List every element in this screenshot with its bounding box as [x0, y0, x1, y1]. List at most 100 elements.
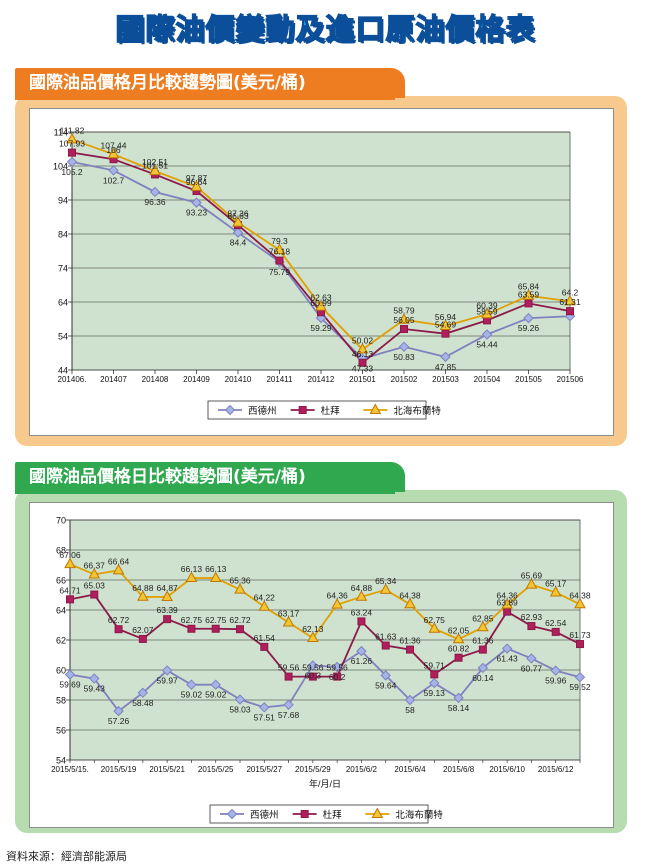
daily-point-dubai	[114, 625, 123, 634]
daily-data-label: 66.64	[108, 556, 130, 566]
daily-point-dubai	[163, 615, 172, 624]
daily-x-tick-label: 2015/6/2	[346, 765, 378, 774]
daily-y-tick-label: 70	[56, 516, 66, 526]
monthly-point-dubai	[275, 256, 284, 265]
monthly-data-label: 58.59	[476, 306, 498, 316]
daily-y-tick-label: 64	[56, 606, 66, 616]
daily-point-brent	[161, 590, 173, 601]
monthly-point-wti	[523, 312, 534, 324]
monthly-data-label: 47.85	[435, 362, 457, 372]
monthly-point-brent	[315, 300, 327, 311]
daily-point-wti	[307, 660, 319, 671]
daily-point-wti	[137, 687, 149, 699]
daily-legend-marker-brent	[371, 807, 384, 818]
daily-data-label: 59.96	[545, 676, 567, 686]
monthly-data-label: 56.05	[393, 315, 415, 325]
monthly-data-label: 105.2	[61, 167, 83, 177]
daily-data-label: 59.64	[375, 680, 397, 690]
daily-y-tick-label: 66	[56, 576, 66, 586]
monthly-tab-underline	[15, 96, 395, 100]
monthly-data-label: 61.31	[559, 297, 581, 307]
daily-data-label: 62.75	[424, 615, 446, 625]
daily-legend-label-wti: 西德州	[250, 809, 279, 821]
monthly-point-wti	[232, 227, 244, 238]
daily-data-label: 64.87	[157, 583, 179, 593]
daily-data-label: 59.56	[278, 663, 300, 673]
daily-point-dubai	[308, 672, 317, 681]
monthly-data-label: 60.39	[476, 300, 498, 310]
monthly-point-wti	[440, 351, 451, 363]
daily-data-label: 59.69	[59, 680, 81, 690]
monthly-chart-tab-title: 國際油品價格月比較趨勢圖(美元/桶)	[15, 68, 405, 98]
daily-point-wti	[186, 679, 197, 690]
daily-data-label: 57.26	[108, 716, 130, 726]
daily-data-label: 62.75	[205, 615, 227, 625]
monthly-legend-marker-dubai	[298, 406, 307, 414]
monthly-x-tick-label: 201504	[474, 375, 501, 384]
monthly-legend-label-wti: 西德州	[248, 405, 277, 417]
monthly-point-wti	[481, 329, 493, 340]
daily-data-label: 64.71	[59, 585, 81, 595]
daily-point-brent	[88, 567, 101, 579]
monthly-data-label: 60.99	[310, 298, 332, 308]
monthly-x-tick-label: 201503	[432, 375, 459, 384]
daily-data-label: 63.24	[351, 607, 373, 617]
monthly-point-dubai	[68, 148, 76, 157]
daily-data-label: 59.52	[569, 682, 591, 692]
daily-point-wti	[526, 653, 537, 664]
daily-data-label: 63.17	[278, 608, 300, 618]
monthly-data-label: 56.94	[435, 312, 457, 322]
monthly-point-brent	[522, 289, 535, 300]
monthly-x-tick-label: 201412	[308, 375, 335, 384]
monthly-point-brent	[107, 147, 120, 159]
daily-data-label: 65.69	[521, 571, 543, 581]
daily-x-tick-label: 2015/5/25	[198, 765, 234, 774]
daily-data-label: 61.63	[375, 632, 397, 642]
daily-tab-underline	[15, 490, 395, 494]
monthly-point-wti	[108, 165, 119, 176]
daily-x-tick-label: 2015/5/21	[149, 765, 185, 774]
daily-point-wti	[64, 669, 76, 680]
monthly-data-label: 93.23	[186, 208, 208, 218]
daily-point-wti	[574, 671, 586, 683]
monthly-legend	[207, 400, 427, 420]
daily-y-tick-label: 54	[56, 756, 66, 766]
daily-x-tick-label: 2015/5/19	[101, 765, 137, 774]
daily-data-label: 60.14	[472, 673, 494, 683]
daily-point-dubai	[478, 645, 487, 654]
monthly-data-label: 111.82	[60, 125, 85, 135]
daily-x-tick-label: 2015/5/29	[295, 765, 331, 774]
daily-point-wti	[477, 662, 489, 674]
daily-point-dubai	[187, 624, 196, 633]
daily-point-dubai	[381, 641, 390, 650]
daily-point-brent	[404, 597, 416, 609]
daily-point-dubai	[454, 653, 463, 662]
daily-point-brent	[258, 600, 271, 611]
monthly-point-brent	[190, 180, 203, 191]
daily-chart-tab-title: 國際油品價格日比較趨勢圖(美元/桶)	[15, 462, 405, 492]
daily-data-label: 59.13	[424, 688, 446, 698]
daily-point-wti	[259, 702, 270, 713]
monthly-data-label: 107.44	[101, 140, 127, 150]
monthly-data-label: 101.51	[142, 160, 168, 170]
monthly-data-label: 50.02	[352, 336, 374, 346]
daily-y-tick-label: 62	[56, 636, 66, 646]
daily-legend-marker-wti	[226, 808, 238, 820]
daily-data-label: 59.71	[424, 660, 446, 670]
monthly-point-brent	[232, 216, 244, 227]
daily-point-wti	[356, 645, 367, 657]
monthly-x-tick-label: 201408	[142, 375, 169, 384]
daily-series-line-dubai	[69, 593, 581, 678]
monthly-point-dubai	[358, 358, 367, 367]
monthly-y-tick-label: 54	[58, 332, 68, 342]
daily-data-label: 67.06	[59, 550, 81, 560]
daily-data-label: 58.03	[229, 705, 251, 715]
daily-data-label: 63.39	[157, 605, 179, 615]
daily-data-label: 57.68	[278, 710, 300, 720]
daily-point-dubai	[551, 627, 560, 636]
daily-point-wti	[283, 699, 294, 711]
daily-point-wti	[161, 665, 173, 676]
monthly-y-tick-label: 84	[58, 230, 68, 240]
daily-data-label: 61.73	[569, 630, 591, 640]
